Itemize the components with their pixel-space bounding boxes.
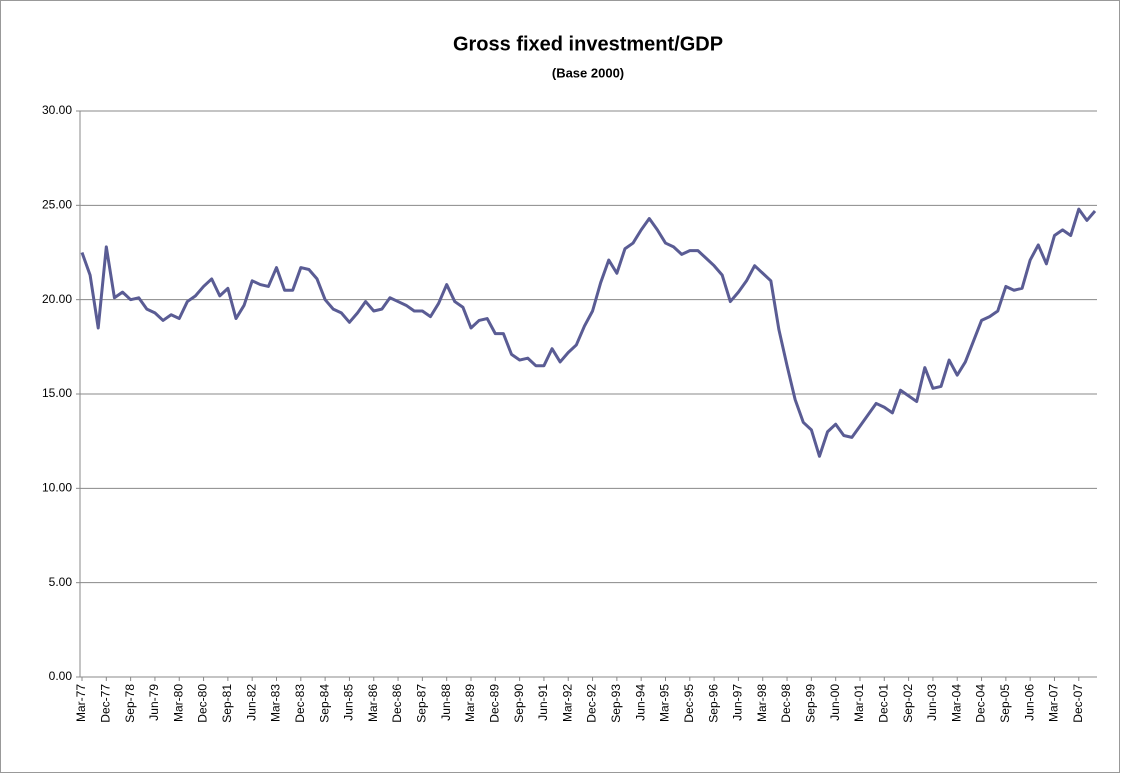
y-tick-label: 25.00	[42, 198, 72, 212]
x-tick-label: Dec-77	[98, 684, 112, 723]
x-tick-label: Jun-85	[342, 684, 356, 721]
x-tick-label: Jun-00	[828, 684, 842, 721]
x-tick-label: Dec-98	[779, 684, 793, 723]
x-tick-label: Sep-02	[901, 684, 915, 723]
x-tick-label: Dec-95	[682, 684, 696, 723]
x-tick-label: Dec-86	[390, 684, 404, 723]
x-tick-label: Sep-84	[317, 684, 331, 723]
x-tick-label: Dec-01	[876, 684, 890, 723]
y-tick-label: 10.00	[42, 481, 72, 495]
x-tick-label: Dec-07	[1071, 684, 1085, 723]
y-tick-label: 15.00	[42, 386, 72, 400]
x-tick-label: Sep-99	[804, 684, 818, 723]
x-tick-label: Mar-92	[560, 684, 574, 722]
x-tick-label: Jun-06	[1022, 684, 1036, 721]
chart-title: Gross fixed investment/GDP	[453, 33, 723, 55]
x-tick-label: Jun-82	[244, 684, 258, 721]
x-tick-label: Sep-05	[998, 684, 1012, 723]
x-tick-label: Dec-89	[487, 684, 501, 723]
x-tick-label: Sep-90	[512, 684, 526, 723]
x-tick-label: Mar-83	[269, 684, 283, 722]
x-tick-label: Jun-79	[147, 684, 161, 721]
x-tick-label: Mar-95	[658, 684, 672, 722]
y-tick-label: 20.00	[42, 292, 72, 306]
x-tick-label: Mar-86	[366, 684, 380, 722]
x-tick-label: Sep-81	[220, 684, 234, 723]
x-tick-label: Jun-97	[731, 684, 745, 721]
x-tick-label: Jun-91	[536, 684, 550, 721]
x-tick-label: Mar-98	[755, 684, 769, 722]
x-tick-label: Jun-94	[633, 684, 647, 721]
y-tick-label: 0.00	[49, 669, 73, 683]
x-tick-label: Jun-03	[925, 684, 939, 721]
y-tick-label: 30.00	[42, 103, 72, 117]
x-tick-label: Dec-83	[293, 684, 307, 723]
x-tick-label: Dec-80	[196, 684, 210, 723]
data-line	[80, 207, 1097, 458]
x-tick-label: Sep-78	[123, 684, 137, 723]
x-tick-label: Mar-07	[1047, 684, 1061, 722]
chart-subtitle: (Base 2000)	[552, 65, 624, 80]
x-tick-label: Mar-04	[949, 684, 963, 722]
x-tick-label: Mar-01	[852, 684, 866, 722]
x-tick-label: Jun-88	[439, 684, 453, 721]
x-tick-label: Sep-96	[706, 684, 720, 723]
x-tick-label: Mar-77	[74, 684, 88, 722]
x-tick-label: Mar-80	[171, 684, 185, 722]
x-tick-label: Sep-93	[609, 684, 623, 723]
x-tick-label: Sep-87	[415, 684, 429, 723]
x-tick-label: Dec-04	[974, 684, 988, 723]
x-tick-label: Mar-89	[463, 684, 477, 722]
x-tick-label: Dec-92	[585, 684, 599, 723]
y-tick-label: 5.00	[49, 575, 73, 589]
